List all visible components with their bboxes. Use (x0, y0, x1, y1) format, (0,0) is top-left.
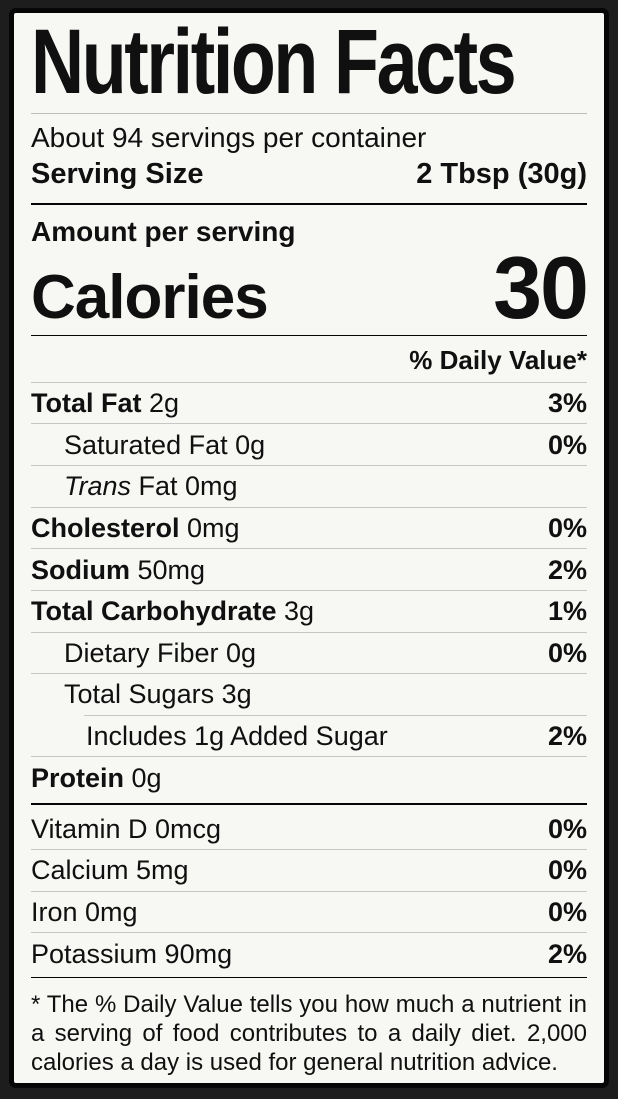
nutrient-amount: 50mg (130, 554, 206, 585)
nutrient-amount: 3g (276, 596, 315, 627)
section-bar-medium (31, 976, 587, 978)
nutrient-row-dietary-fiber: Dietary Fiber 0g 0% (31, 632, 587, 673)
calories-label: Calories (31, 263, 269, 333)
nutrient-dv: 0% (547, 429, 587, 460)
nutrient-amount: 0g (124, 762, 162, 793)
vitamin-dv: 0% (547, 855, 587, 886)
daily-value-header: % Daily Value* (409, 345, 587, 376)
nutrient-row-protein: Protein 0g (31, 757, 587, 798)
serving-size-label: Serving Size (31, 158, 204, 191)
vitamin-dv: 0% (547, 813, 587, 844)
nutrient-row-total-carbohydrate: Total Carbohydrate 3g 1% (31, 590, 587, 631)
nutrient-dv: 0% (547, 512, 587, 543)
vitamin-row-potassium: Potassium 90mg 2% (31, 933, 587, 974)
nutrient-dv: 1% (547, 596, 587, 627)
section-bar-thick (31, 803, 587, 805)
nutrient-name: Sodium (31, 554, 130, 585)
nutrient-name: Total Carbohydrate (31, 596, 277, 627)
nutrient-name: Total Sugars 3g (64, 679, 252, 710)
nutrient-row-trans-fat: Trans Fat 0mg (31, 465, 587, 506)
calories-row: Calories 30 (31, 238, 589, 338)
nutrient-dv: 0% (547, 637, 587, 668)
calories-value: 30 (493, 238, 589, 338)
nutrient-row-sodium: Sodium 50mg 2% (31, 549, 587, 590)
vitamin-row-vitamin-d: Vitamin D 0mcg 0% (31, 808, 587, 849)
nutrient-name: Protein (31, 762, 125, 793)
vitamin-name: Vitamin D 0mcg (31, 813, 222, 844)
nutrient-amount: 0mg (179, 512, 240, 543)
section-bar-thick (31, 203, 587, 205)
nutrient-row-total-sugars: Total Sugars 3g (31, 673, 587, 714)
vitamin-dv: 0% (547, 896, 587, 927)
nutrient-dv: 3% (547, 388, 587, 419)
vitamin-dv: 2% (547, 938, 587, 969)
vitamin-name: Potassium 90mg (31, 938, 233, 969)
nutrient-dv: 2% (547, 554, 587, 585)
nutrient-name: Cholesterol (31, 512, 180, 543)
serving-size-row: Serving Size 2 Tbsp (30g) (31, 157, 587, 192)
nutrient-dv: 2% (547, 721, 587, 752)
nutrient-row-saturated-fat: Saturated Fat 0g 0% (31, 424, 587, 465)
label-title: Nutrition Facts (31, 11, 517, 113)
nutrition-facts-label: Nutrition Facts About 94 servings per co… (9, 8, 609, 1088)
nutrient-row-added-sugar: Includes 1g Added Sugar 2% (31, 715, 587, 756)
nutrient-name-italic: Trans (64, 471, 132, 502)
nutrient-name: Total Fat (31, 388, 142, 419)
vitamin-name: Calcium 5mg (31, 855, 189, 886)
section-bar-medium (31, 335, 587, 337)
amount-per-serving: Amount per serving (31, 215, 296, 247)
vitamin-row-calcium: Calcium 5mg 0% (31, 849, 587, 890)
nutrient-name: Saturated Fat 0g (64, 429, 266, 460)
vitamin-row-iron: Iron 0mg 0% (31, 891, 587, 932)
nutrient-amount: Fat 0mg (131, 471, 238, 502)
nutrient-name: Includes 1g Added Sugar (86, 721, 388, 752)
servings-per-container: About 94 servings per container (31, 121, 427, 153)
daily-value-footnote: * The % Daily Value tells you how much a… (31, 990, 587, 1076)
serving-size-value: 2 Tbsp (30g) (416, 158, 587, 191)
vitamin-name: Iron 0mg (31, 896, 138, 927)
nutrient-amount: 2g (141, 388, 180, 419)
nutrient-row-total-fat: Total Fat 2g 3% (31, 382, 587, 423)
nutrient-name: Dietary Fiber 0g (64, 637, 257, 668)
nutrient-row-cholesterol: Cholesterol 0mg 0% (31, 507, 587, 548)
